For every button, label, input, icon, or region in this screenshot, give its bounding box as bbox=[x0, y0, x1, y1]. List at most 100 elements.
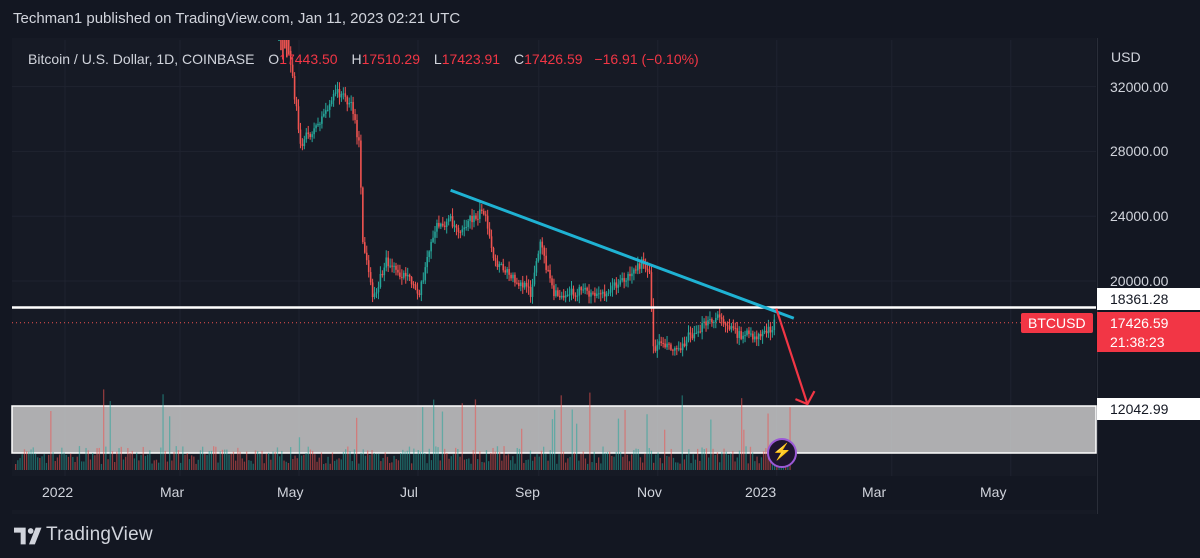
volume-bar bbox=[683, 459, 686, 470]
volume-bar bbox=[510, 460, 512, 470]
volume-bar bbox=[287, 462, 290, 470]
time-tick-may: May bbox=[277, 484, 304, 500]
volume-bar bbox=[408, 446, 411, 470]
volume-bar bbox=[426, 463, 428, 470]
candle-body bbox=[718, 314, 721, 318]
candle-body bbox=[504, 270, 506, 273]
candle-body bbox=[695, 332, 698, 334]
candle-body bbox=[502, 263, 505, 271]
candle-body bbox=[720, 317, 723, 320]
time-tick-nov: Nov bbox=[637, 484, 662, 500]
candle-body bbox=[426, 256, 428, 268]
candle-body bbox=[771, 330, 774, 333]
lightning-badge-icon[interactable]: ⚡ bbox=[767, 438, 797, 468]
volume-bar bbox=[448, 458, 450, 470]
candle-body bbox=[648, 270, 651, 273]
candle-body bbox=[377, 287, 380, 293]
candle-body bbox=[313, 128, 315, 135]
volume-bar bbox=[703, 448, 705, 470]
candle-body bbox=[734, 327, 737, 329]
volume-bar bbox=[686, 454, 688, 470]
volume-bar bbox=[250, 460, 252, 470]
candle-body bbox=[613, 282, 616, 286]
candle-body bbox=[280, 40, 282, 51]
volume-bar bbox=[160, 447, 162, 470]
time-axis[interactable] bbox=[0, 476, 1097, 510]
candle-body bbox=[467, 220, 469, 228]
volume-bar bbox=[455, 447, 457, 470]
candle-body bbox=[364, 242, 366, 253]
candle-body bbox=[500, 263, 503, 265]
volume-bar bbox=[103, 389, 105, 470]
candle-body bbox=[738, 331, 740, 338]
publish-info: Techman1 published on TradingView.com, J… bbox=[13, 10, 461, 27]
volume-bar bbox=[296, 458, 298, 470]
candle-body bbox=[715, 317, 717, 322]
candle-body bbox=[683, 343, 686, 347]
legend-low-value: 17423.91 bbox=[441, 51, 501, 67]
volume-bar bbox=[336, 459, 338, 470]
volume-bar bbox=[197, 459, 199, 470]
candle-body bbox=[590, 292, 592, 297]
candle-body bbox=[543, 247, 545, 256]
candle-body bbox=[598, 293, 600, 295]
currency-label: USD bbox=[1111, 49, 1141, 65]
volume-bar bbox=[259, 453, 261, 470]
candle-body bbox=[303, 139, 306, 147]
volume-bar bbox=[573, 452, 576, 470]
volume-bar bbox=[628, 461, 631, 470]
volume-bar bbox=[303, 454, 305, 470]
volume-bar bbox=[316, 461, 318, 470]
volume-bar bbox=[243, 461, 246, 470]
volume-bar bbox=[745, 446, 747, 470]
target-price-label: 12042.99 bbox=[1097, 398, 1200, 420]
volume-bar bbox=[483, 462, 485, 470]
volume-bar bbox=[598, 457, 600, 470]
volume-bar bbox=[320, 452, 323, 470]
candle-body bbox=[490, 236, 493, 248]
volume-bar bbox=[430, 460, 433, 470]
volume-bar bbox=[593, 451, 595, 470]
volume-bar bbox=[21, 454, 23, 470]
volume-bar bbox=[624, 409, 626, 470]
volume-bar bbox=[446, 452, 448, 470]
legend-open-value: 17443.50 bbox=[279, 51, 338, 67]
volume-bar bbox=[571, 409, 573, 470]
volume-bar bbox=[653, 462, 655, 470]
volume-bar bbox=[602, 446, 604, 470]
price-tick-20000: 20000.00 bbox=[1110, 273, 1169, 289]
candle-body bbox=[635, 269, 637, 271]
price-scale[interactable] bbox=[1097, 38, 1200, 514]
time-tick-mar-2023: Mar bbox=[862, 484, 887, 500]
volume-bar bbox=[72, 456, 74, 470]
volume-bar bbox=[215, 446, 217, 470]
candle-body bbox=[533, 272, 536, 285]
volume-bar bbox=[331, 452, 334, 470]
volume-bar bbox=[611, 455, 613, 470]
volume-bar bbox=[668, 456, 670, 470]
volume-bar bbox=[584, 458, 587, 470]
candle-body bbox=[609, 290, 612, 293]
volume-bar bbox=[270, 459, 272, 470]
candle-body bbox=[418, 293, 421, 295]
volume-bar bbox=[670, 448, 672, 470]
candle-body bbox=[309, 134, 311, 138]
volume-bar bbox=[738, 450, 741, 470]
candle-body bbox=[486, 215, 489, 229]
volume-bar bbox=[342, 451, 345, 470]
volume-bar bbox=[23, 449, 26, 470]
candle-body bbox=[315, 125, 317, 129]
candle-body bbox=[391, 265, 393, 267]
candle-body bbox=[746, 330, 748, 336]
candle-body bbox=[545, 255, 547, 270]
volume-bar bbox=[562, 451, 565, 470]
candle-body bbox=[726, 324, 729, 326]
volume-bar bbox=[540, 450, 543, 470]
volume-bar bbox=[734, 461, 736, 470]
candle-body bbox=[354, 114, 356, 120]
volume-bar bbox=[298, 437, 301, 470]
projection-arrow bbox=[775, 308, 809, 405]
volume-bar bbox=[274, 452, 276, 470]
candle-body bbox=[621, 278, 623, 281]
